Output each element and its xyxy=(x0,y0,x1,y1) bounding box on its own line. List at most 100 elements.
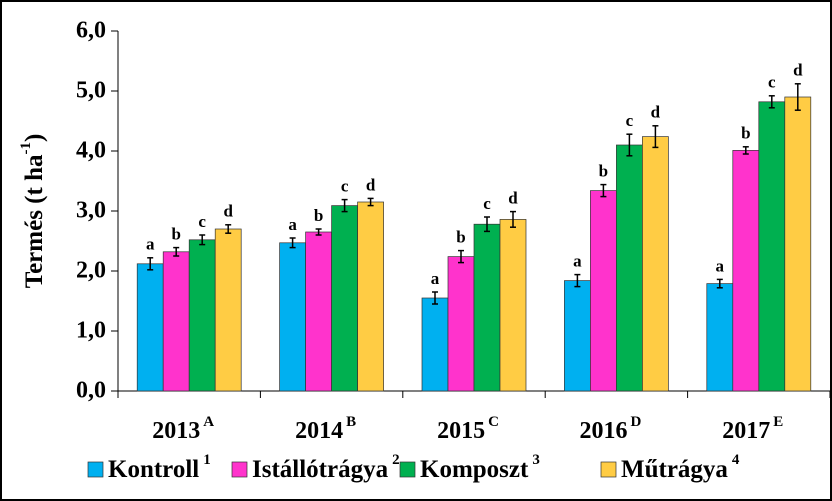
legend-swatch xyxy=(231,461,248,478)
category-sup: A xyxy=(203,414,214,430)
error-bar xyxy=(432,291,438,305)
error-bar xyxy=(367,197,374,207)
legend-label: Komposzt 3 xyxy=(420,452,540,482)
significance-letter: c xyxy=(768,73,776,92)
bar xyxy=(162,251,190,392)
y-label-sup: -1 xyxy=(18,142,34,155)
bar xyxy=(305,231,332,392)
y-tick-label: 4,0 xyxy=(76,138,106,164)
bar xyxy=(331,205,358,392)
category-sup: B xyxy=(346,414,356,430)
category: 2016 xyxy=(579,418,627,444)
error-bar xyxy=(768,95,775,109)
y-label-suffix: ) xyxy=(21,134,48,142)
bar xyxy=(357,201,384,392)
significance-letter: c xyxy=(483,194,491,213)
bar xyxy=(564,280,591,392)
category-sup: C xyxy=(488,414,499,430)
legend-swatch xyxy=(399,461,416,478)
bar xyxy=(499,219,527,392)
error-bar xyxy=(600,183,607,198)
bar xyxy=(447,256,475,392)
significance-letter: c xyxy=(626,111,634,130)
bar xyxy=(279,242,306,392)
bar xyxy=(758,101,786,392)
bar xyxy=(642,136,669,392)
error-bar xyxy=(742,146,749,155)
bar xyxy=(732,150,760,392)
error-bar xyxy=(652,125,659,149)
significance-letter: a xyxy=(146,235,155,254)
error-bar xyxy=(458,249,464,264)
significance-letter: d xyxy=(793,61,803,80)
x-tick-label: 2014 B xyxy=(295,414,356,443)
error-bar xyxy=(173,246,180,257)
significance-letter: a xyxy=(288,215,297,234)
legend-sup: 1 xyxy=(203,452,211,468)
error-bar xyxy=(315,228,322,236)
bar xyxy=(616,144,643,392)
significance-letter: d xyxy=(223,202,233,221)
bar xyxy=(784,96,812,392)
legend-name: Komposzt xyxy=(420,456,529,483)
error-bar xyxy=(225,224,232,234)
significance-letter: a xyxy=(431,269,440,288)
category: 2014 xyxy=(295,418,343,444)
significance-letter: d xyxy=(651,103,661,122)
legend-sup: 4 xyxy=(732,452,740,468)
significance-letter: d xyxy=(366,175,376,194)
significance-letter: b xyxy=(171,225,180,244)
error-bar xyxy=(341,198,348,213)
bar xyxy=(421,297,449,392)
x-tick-label: 2016 D xyxy=(579,414,641,443)
legend-sup: 2 xyxy=(392,452,400,468)
significance-letter: b xyxy=(456,228,465,247)
error-bar xyxy=(289,237,296,249)
y-label-main: Termés (t ha xyxy=(21,154,48,288)
y-tick-label: 1,0 xyxy=(76,318,106,344)
y-tick-label: 0,0 xyxy=(76,378,106,404)
significance-letter: a xyxy=(716,256,725,275)
legend-name: Istállótrágya xyxy=(252,456,389,483)
bar xyxy=(473,223,501,392)
category-sup: E xyxy=(773,414,783,430)
bar xyxy=(136,263,164,392)
legend-name: Műtrágya xyxy=(621,456,728,483)
error-bar xyxy=(626,133,633,157)
error-bar xyxy=(574,273,581,288)
bar xyxy=(590,190,617,392)
x-tick-label: 2015 C xyxy=(437,414,499,443)
significance-letter: c xyxy=(198,212,206,231)
y-tick-label: 6,0 xyxy=(76,18,106,44)
legend-swatch xyxy=(87,461,104,478)
category: 2015 xyxy=(437,418,485,444)
category: 2013 xyxy=(152,418,200,444)
significance-letter: d xyxy=(508,189,518,208)
category-sup: D xyxy=(630,414,641,430)
significance-letter: b xyxy=(314,206,323,225)
significance-letter: a xyxy=(573,252,582,271)
y-axis-label: Termés (t ha-1) xyxy=(18,134,47,289)
bar xyxy=(188,239,216,392)
bar xyxy=(214,228,242,392)
legend-swatch xyxy=(600,461,617,478)
y-tick-label: 3,0 xyxy=(76,198,106,224)
error-bar xyxy=(716,278,723,289)
legend-name: Kontroll xyxy=(108,456,199,483)
error-bar xyxy=(484,216,490,233)
y-tick-label: 5,0 xyxy=(76,78,106,104)
error-bar xyxy=(794,83,801,111)
error-bar xyxy=(199,234,206,246)
error-bar xyxy=(510,210,516,228)
legend-sup: 3 xyxy=(532,452,540,468)
x-tick-label: 2013 A xyxy=(152,414,214,443)
legend-label: Istállótrágya 2 xyxy=(252,452,400,482)
significance-letter: b xyxy=(599,162,608,181)
significance-letter: c xyxy=(341,177,349,196)
significance-letter: b xyxy=(741,124,750,143)
legend-label: Műtrágya 4 xyxy=(621,452,740,482)
legend-label: Kontroll 1 xyxy=(108,452,211,482)
y-tick-label: 2,0 xyxy=(76,258,106,284)
